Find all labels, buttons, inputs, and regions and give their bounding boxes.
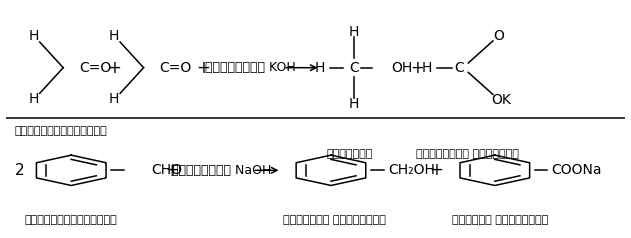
Text: +: + [429, 161, 443, 179]
Text: पोटैशियम फॉर्मेट: पोटैशियम फॉर्मेट [416, 149, 519, 159]
Text: बेन्जिल ऐल्कोहॉल: बेन्जिल ऐल्कोहॉल [283, 215, 386, 225]
Text: साान्द्र NaOH: साान्द्र NaOH [172, 164, 272, 177]
Text: CHO: CHO [151, 163, 182, 177]
Text: O: O [493, 29, 505, 43]
Text: +: + [411, 59, 425, 77]
Text: C=O: C=O [80, 61, 112, 75]
Text: CH₂OH: CH₂OH [388, 163, 435, 177]
Text: COONa: COONa [551, 163, 602, 177]
Text: OH: OH [391, 61, 412, 75]
Text: H: H [422, 61, 432, 75]
Text: C: C [349, 61, 358, 75]
Text: बेन्जैल्डिहाइड: बेन्जैल्डिहाइड [25, 215, 117, 225]
Text: +: + [108, 59, 121, 77]
Text: OK: OK [491, 93, 511, 107]
Text: H: H [349, 97, 359, 111]
Text: H: H [28, 92, 38, 106]
Text: मेथेनॉल: मेथेनॉल [326, 149, 373, 159]
Text: H: H [315, 61, 325, 75]
Text: 2: 2 [15, 163, 25, 178]
Text: साान्द्र KOH: साान्द्र KOH [205, 61, 296, 74]
Text: H: H [109, 29, 119, 43]
Text: H: H [349, 25, 359, 39]
Text: सोडियम बेन्जोएट: सोडियम बेन्जोएट [452, 215, 548, 225]
Text: फॉर्मिल्डिहाइड: फॉर्मिल्डिहाइड [15, 126, 107, 136]
Text: C=O: C=O [160, 61, 192, 75]
Text: H: H [109, 92, 119, 106]
Text: H: H [28, 29, 38, 43]
Text: +: + [196, 59, 210, 77]
Text: C: C [454, 61, 464, 75]
Text: +: + [165, 161, 179, 179]
